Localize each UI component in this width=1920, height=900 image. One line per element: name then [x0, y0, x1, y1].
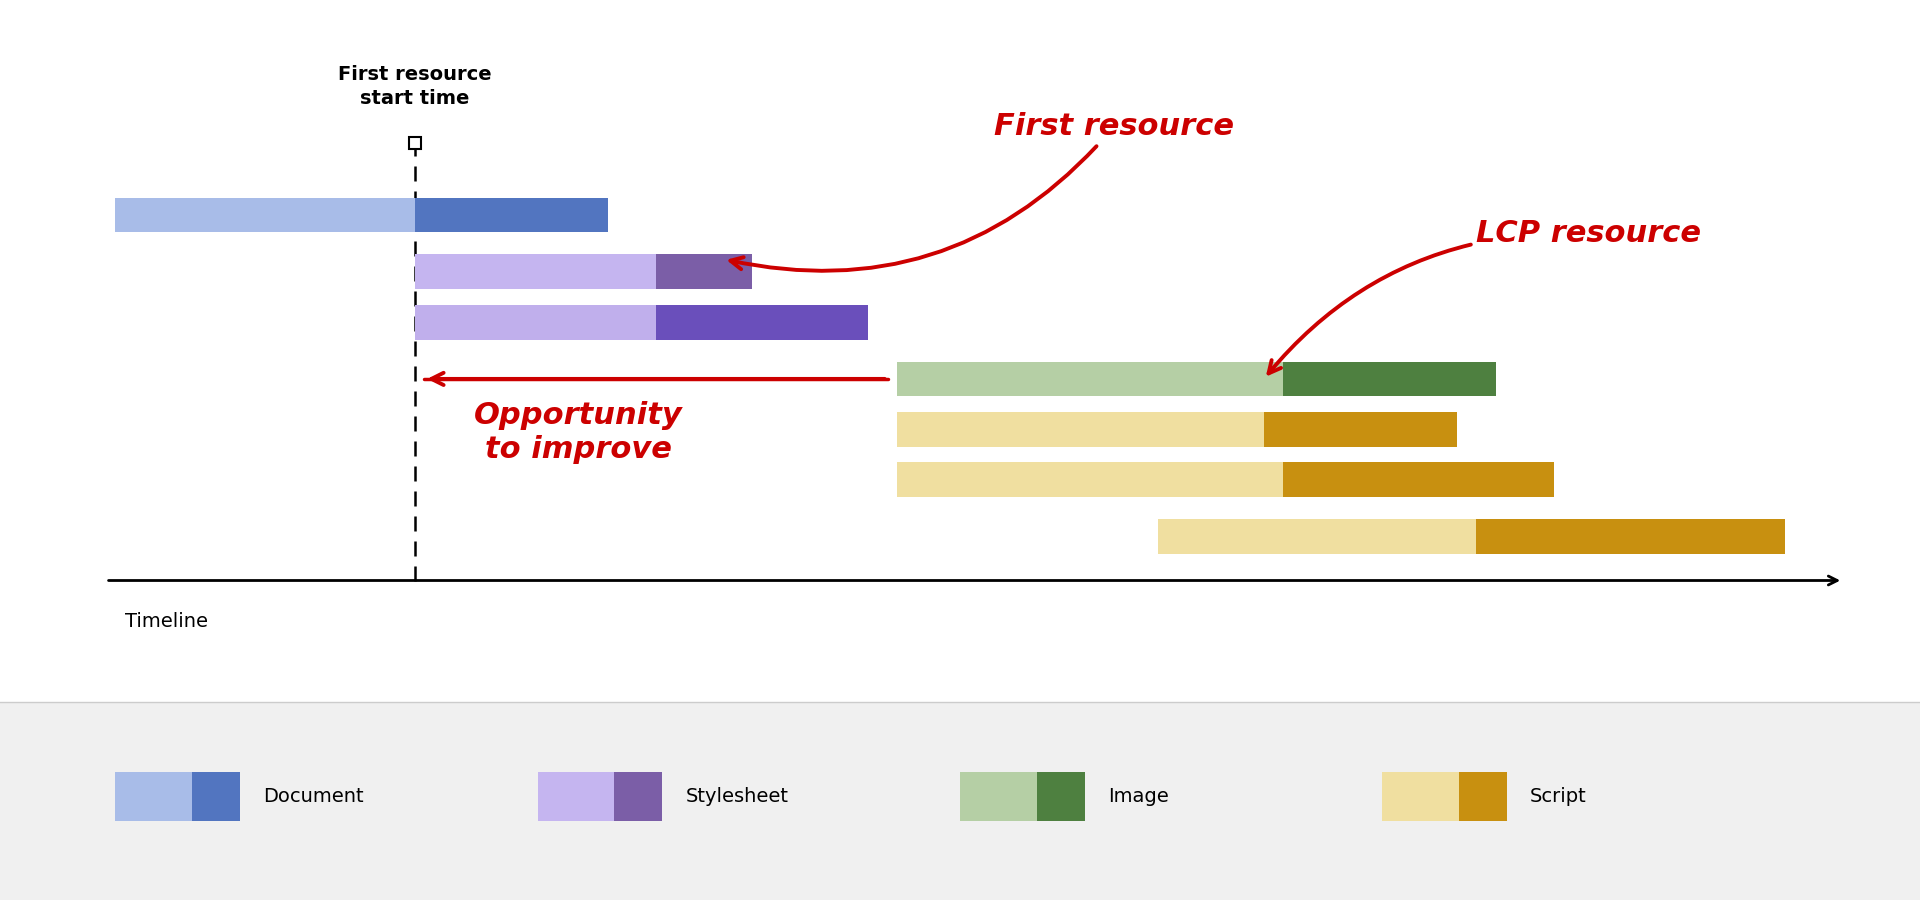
Text: First resource
start time: First resource start time	[338, 66, 492, 108]
Bar	[897, 362, 1283, 396]
Bar	[415, 255, 657, 289]
Text: Timeline: Timeline	[125, 612, 207, 631]
Text: First resource: First resource	[730, 112, 1235, 271]
Bar	[897, 412, 1263, 446]
Bar	[1476, 519, 1786, 554]
Bar	[1158, 519, 1476, 554]
Text: LCP resource: LCP resource	[1269, 220, 1701, 374]
Bar	[1283, 362, 1496, 396]
Bar	[1263, 412, 1457, 446]
Text: Script: Script	[1530, 787, 1588, 806]
Bar	[897, 463, 1283, 497]
Bar	[415, 198, 607, 232]
Bar	[657, 255, 753, 289]
Text: Image: Image	[1108, 787, 1169, 806]
Text: Document: Document	[263, 787, 363, 806]
Bar	[115, 198, 415, 232]
Bar	[657, 305, 868, 339]
Text: Stylesheet: Stylesheet	[685, 787, 789, 806]
Bar	[1283, 463, 1553, 497]
Text: Opportunity
to improve: Opportunity to improve	[474, 401, 684, 464]
Bar	[415, 305, 657, 339]
